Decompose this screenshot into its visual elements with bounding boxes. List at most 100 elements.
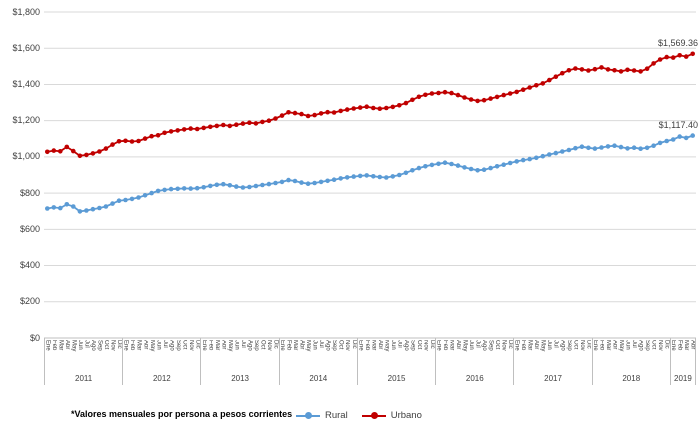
x-axis-month-label: Abr <box>455 340 461 350</box>
x-axis-month-label: Nov <box>500 340 507 351</box>
x-axis-month-label: Abr <box>689 340 696 350</box>
data-point-marker-rural <box>560 149 565 154</box>
x-axis-month-label: Ene <box>122 340 129 351</box>
y-axis-tick-label: $200 <box>19 296 40 307</box>
data-point-marker-urbano <box>253 121 259 126</box>
data-point-marker-rural <box>455 163 461 168</box>
data-point-marker-rural <box>501 162 507 167</box>
data-point-marker-rural <box>162 187 167 193</box>
data-point-marker-rural <box>436 161 441 167</box>
x-axis-month-label: Jul <box>318 340 325 348</box>
data-point-marker-urbano <box>155 133 161 138</box>
x-axis-year-label: 2015 <box>356 338 435 385</box>
y-axis-tick-label: $1,400 <box>12 78 40 89</box>
data-point-marker-urbano <box>221 122 226 128</box>
x-axis-month-label: Mar <box>604 340 611 351</box>
data-point-marker-rural <box>462 165 467 170</box>
data-point-marker-rural <box>638 146 643 151</box>
data-point-marker-urbano <box>116 139 122 144</box>
data-point-marker-rural <box>644 145 650 151</box>
data-point-marker-urbano <box>331 110 337 115</box>
x-axis-month-label: Feb <box>129 340 136 351</box>
data-point-marker-urbano <box>344 107 350 112</box>
data-point-marker-urbano <box>51 148 57 153</box>
data-point-marker-urbano <box>188 126 193 131</box>
x-axis-month-label: Oct <box>337 340 344 350</box>
data-point-marker-rural <box>273 180 278 186</box>
x-axis-months: Ene Feb Mar Abr May Jun Jul Ago Sep Oct Nov Dic Ene F… <box>44 340 696 362</box>
x-axis-month-label: Mar <box>370 340 377 351</box>
data-point-marker-urbano <box>618 69 624 74</box>
data-point-marker-urbano <box>305 113 311 119</box>
data-point-marker-rural <box>299 180 304 185</box>
data-point-marker-urbano <box>553 74 559 79</box>
data-point-marker-urbano <box>318 111 324 116</box>
data-point-marker-urbano <box>664 54 669 60</box>
data-point-marker-urbano <box>247 120 252 125</box>
x-axis-month-label: Sep <box>331 340 338 351</box>
data-point-marker-urbano <box>475 98 480 104</box>
y-axis-tick-label: $1,200 <box>12 115 40 126</box>
data-point-marker-urbano <box>312 112 317 118</box>
data-point-marker-urbano <box>455 92 461 98</box>
y-axis-tick-label: $400 <box>19 260 40 271</box>
data-point-marker-urbano <box>371 105 376 111</box>
data-point-marker-urbano <box>286 110 291 115</box>
data-point-marker-urbano <box>579 67 585 72</box>
data-point-marker-urbano <box>527 85 532 90</box>
data-point-marker-urbano <box>234 122 239 127</box>
x-axis-month-label: Abr <box>298 340 305 350</box>
data-point-marker-urbano <box>631 68 637 73</box>
data-point-marker-urbano <box>507 91 513 96</box>
y-axis-tick-label: $800 <box>19 187 40 198</box>
data-point-marker-rural <box>64 202 70 207</box>
x-axis-month-label: Ene <box>670 340 677 351</box>
data-point-marker-rural <box>488 165 493 171</box>
x-axis-month-label: Dic <box>663 340 670 349</box>
data-point-marker-rural <box>84 208 89 213</box>
series-line-urbano <box>47 52 694 157</box>
x-axis-month-label: Ago <box>559 340 566 351</box>
data-point-marker-rural <box>481 167 487 172</box>
data-point-marker-rural <box>201 185 206 190</box>
data-point-marker-rural <box>371 174 376 179</box>
data-point-marker-urbano <box>201 125 206 131</box>
data-point-marker-urbano <box>45 149 50 155</box>
x-axis-month-label: Abr <box>611 340 618 350</box>
data-point-marker-urbano <box>501 92 507 98</box>
x-axis-month-label: Sep <box>565 340 572 351</box>
data-point-marker-urbano <box>175 128 180 133</box>
data-point-marker-rural <box>364 173 370 178</box>
x-axis-month-label: May <box>305 340 312 352</box>
x-axis-month-label: Ene <box>435 340 442 351</box>
data-point-marker-urbano <box>397 103 402 108</box>
x-axis-month-label: Sep <box>643 340 650 351</box>
data-point-marker-urbano <box>599 65 604 70</box>
x-axis-month-label: Mar <box>683 340 690 351</box>
data-point-marker-rural <box>683 135 689 141</box>
data-point-marker-urbano <box>227 123 233 129</box>
data-point-marker-urbano <box>162 130 167 136</box>
x-axis-month-label: Abr <box>142 340 149 350</box>
legend-line-marker-icon <box>361 412 386 419</box>
x-axis-month-label: Jul <box>630 340 637 348</box>
x-axis-month-label: Oct <box>103 340 110 350</box>
x-axis-month-label: Ene <box>44 340 51 351</box>
x-axis-month-label: Oct <box>181 340 188 350</box>
data-point-marker-rural <box>260 182 265 188</box>
x-axis-month-label: Dic <box>507 340 514 349</box>
x-axis-month-label: Abr <box>533 340 540 350</box>
data-point-marker-urbano <box>416 94 422 100</box>
y-axis-labels: $0 $200 $400 $600 $800 $1,000 $1,200 $1,400 $1,6… <box>0 0 40 360</box>
y-axis-tick-label: $1,600 <box>12 42 40 53</box>
data-point-marker-urbano <box>208 124 213 130</box>
data-point-marker-urbano <box>605 67 611 72</box>
data-point-marker-rural <box>77 209 83 214</box>
data-point-marker-rural <box>103 204 109 209</box>
legend-label-rural: Rural <box>325 410 348 421</box>
data-point-marker-urbano <box>351 106 357 111</box>
x-axis-year-label: 2016 <box>435 338 513 385</box>
data-point-marker-urbano <box>449 90 454 96</box>
data-point-marker-rural <box>351 174 357 179</box>
